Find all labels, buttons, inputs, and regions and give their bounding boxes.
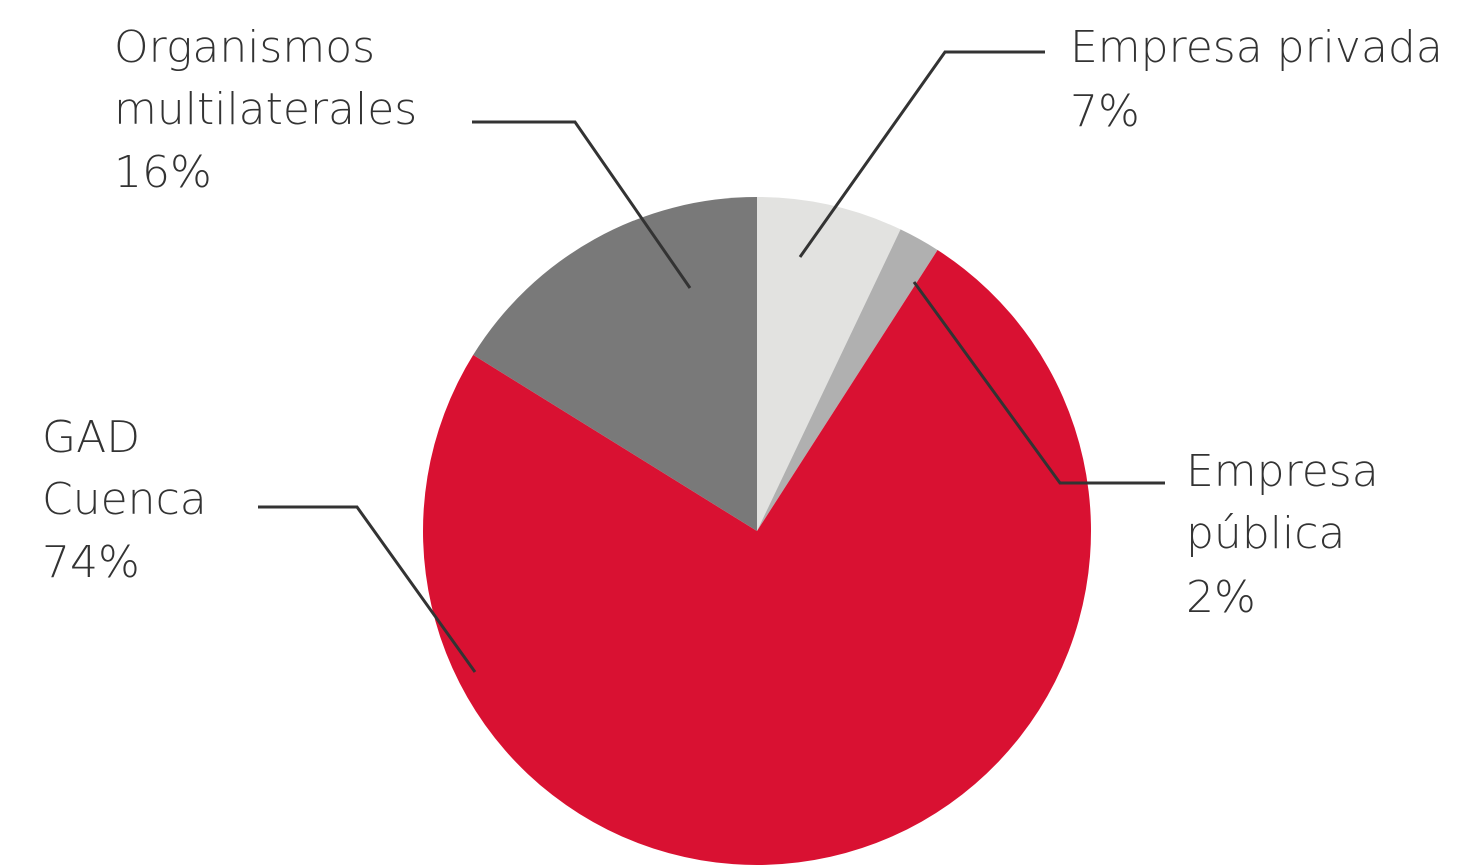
label-gad-cuenca-pct: 74% xyxy=(42,537,140,588)
label-empresa-publica-line2: pública xyxy=(1186,508,1345,559)
pie-slice-empresa-p-blica xyxy=(757,229,938,531)
label-organismos-line2: multilaterales xyxy=(114,84,417,135)
pie-slice-empresa-privada xyxy=(757,197,901,531)
label-empresa-privada: Empresa privada xyxy=(1070,22,1443,73)
leader-line-empresa-privada xyxy=(798,50,1045,258)
leader-line-organismos xyxy=(472,120,692,289)
label-organismos-pct: 16% xyxy=(114,147,212,198)
label-gad-cuenca-line2: Cuenca xyxy=(42,474,207,525)
leader-line-gad-cuenca xyxy=(258,505,477,673)
leader-line-empresa-publica xyxy=(912,281,1165,485)
label-gad-cuenca-line1: GAD xyxy=(42,412,140,463)
label-empresa-publica-line1: Empresa xyxy=(1186,446,1379,497)
label-empresa-publica-pct: 2% xyxy=(1186,572,1256,623)
label-organismos-line1: Organismos xyxy=(114,22,375,73)
pie-slices xyxy=(423,197,1091,865)
label-empresa-privada-pct: 7% xyxy=(1070,86,1140,137)
pie-slice-gad-cuenca xyxy=(423,250,1091,865)
